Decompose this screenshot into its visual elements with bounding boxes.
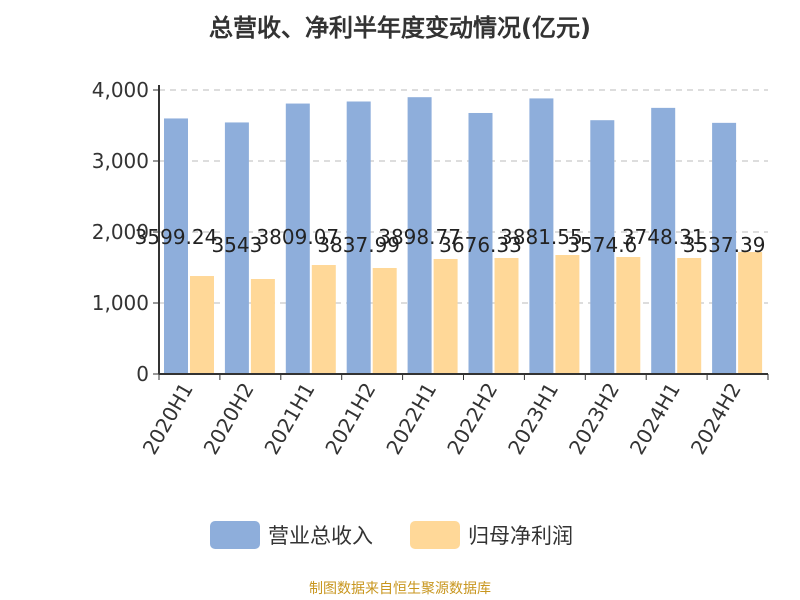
data-label: 3599.24 [135,225,218,249]
bar-net-profit [250,279,275,374]
bar-revenue [590,120,615,374]
legend-label: 归母净利润 [468,524,573,548]
x-tick-label: 2021H2 [320,379,380,459]
data-label: 3837.99 [317,233,400,257]
x-tick-label: 2022H1 [381,379,441,459]
y-tick-label: 3,000 [92,149,149,173]
x-tick-label: 2024H1 [625,379,685,459]
bar-revenue [651,107,676,374]
bar-revenue [407,97,432,375]
data-label: 3898.77 [378,225,461,249]
bar-net-profit [494,257,519,374]
bar-net-profit [433,258,458,374]
x-tick-label: 2023H2 [564,379,624,459]
bar-net-profit [677,257,702,374]
chart-title: 总营收、净利半年度变动情况(亿元) [209,14,591,42]
bar-net-profit [190,276,214,374]
bar-revenue [224,122,249,375]
x-tick-label: 2024H2 [686,379,746,459]
bar-net-profit [616,256,641,374]
bar-revenue [346,101,371,374]
bar-net-profit [555,255,580,374]
bar-net-profit [738,252,763,374]
x-tick-label: 2022H2 [442,379,502,459]
source-note: 制图数据来自恒生聚源数据库 [309,581,491,597]
x-tick-label: 2020H2 [199,379,259,459]
y-tick-label: 1,000 [92,291,149,315]
x-tick-label: 2023H1 [503,379,563,459]
bar-revenue [529,98,554,375]
bar-revenue [285,103,310,374]
bar-revenue [164,118,188,375]
legend-label: 营业总收入 [268,524,373,548]
data-label: 3676.33 [439,233,522,257]
legend-swatch [410,521,460,549]
legend-swatch [210,521,260,549]
data-label: 3537.39 [683,233,766,257]
x-tick-label: 2021H1 [259,379,319,459]
y-tick-label: 0 [136,362,149,386]
data-label: 3881.55 [500,225,583,249]
data-label: 3748.31 [622,225,705,249]
y-tick-label: 4,000 [92,78,149,102]
data-label: 3574.6 [567,233,637,257]
y-tick-label: 2,000 [92,220,149,244]
data-label: 3543 [211,233,262,257]
bar-net-profit [311,265,336,374]
x-tick-label: 2020H1 [138,379,198,459]
data-label: 3809.07 [256,225,339,249]
bar-revenue [712,122,737,374]
bar-revenue [468,112,493,375]
bar-net-profit [372,267,397,374]
